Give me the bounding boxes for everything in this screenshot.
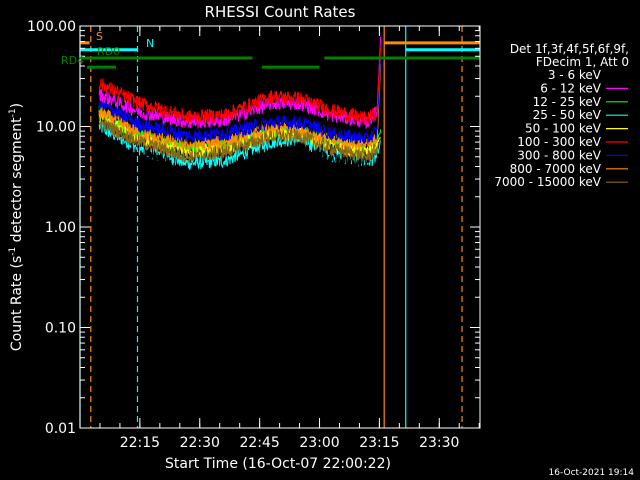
series-line-8 [98, 116, 382, 164]
x-tick-label: 23:30 [419, 435, 459, 451]
legend-entry-label: 300 - 800 keV [517, 148, 601, 162]
flag-bars [80, 41, 480, 69]
y-tick-label: 100.00 [27, 19, 76, 35]
flag-label-n: N [146, 37, 154, 50]
legend-header-line-2: FDecim 1, Att 0 [536, 55, 629, 69]
x-axis-ticks: 22:15 22:30 22:45 23:00 23:15 23:30 [79, 26, 480, 451]
legend-entry-label: 100 - 300 keV [517, 135, 601, 149]
render-timestamp: 16-Oct-2021 19:14 [549, 468, 635, 478]
x-tick-label: 22:30 [180, 435, 220, 451]
legend-header-line-1: Det 1f,3f,4f,5f,6f,9f, [510, 42, 629, 56]
x-tick-label: 23:15 [359, 435, 399, 451]
legend-entry-label: 12 - 25 keV [533, 95, 602, 109]
flag-label-rd0: RD0 [97, 45, 120, 58]
y-tick-label: 1.00 [45, 220, 76, 236]
x-tick-label: 23:00 [299, 435, 339, 451]
legend-entry-label: 800 - 7000 keV [510, 162, 602, 176]
legend-entry-label: 50 - 100 keV [525, 122, 602, 136]
legend: Det 1f,3f,4f,5f,6f,9f, FDecim 1, Att 0 3… [494, 42, 629, 189]
series-line-6 [98, 57, 382, 145]
series-layer [98, 36, 382, 184]
legend-entry-label: 6 - 12 keV [540, 81, 602, 95]
x-axis-label: Start Time (16-Oct-07 22:00:22) [165, 456, 391, 472]
vertical-markers [79, 26, 463, 428]
series-line-5 [98, 47, 382, 125]
y-axis-ticks: 100.00 10.00 1.00 0.10 0.01 [27, 19, 480, 437]
y-tick-label: 0.10 [45, 321, 76, 337]
legend-entry-label: 25 - 50 keV [533, 108, 602, 122]
x-tick-label: 22:15 [120, 435, 160, 451]
series-line-7 [98, 64, 382, 153]
legend-entry-label: 7000 - 15000 keV [494, 175, 601, 189]
chart-title: RHESSI Count Rates [205, 3, 356, 21]
flag-label-rd4: RD4 [61, 54, 84, 67]
y-tick-label: 10.00 [36, 120, 76, 136]
flag-label-s: S [96, 30, 103, 43]
y-tick-label: 0.01 [45, 421, 76, 437]
x-tick-label: 22:45 [239, 435, 279, 451]
y-axis-label: Count Rate (s-1 detector segment-1) [8, 103, 25, 351]
plot-frame [79, 25, 481, 429]
legend-entry-label: 3 - 6 keV [548, 68, 602, 82]
